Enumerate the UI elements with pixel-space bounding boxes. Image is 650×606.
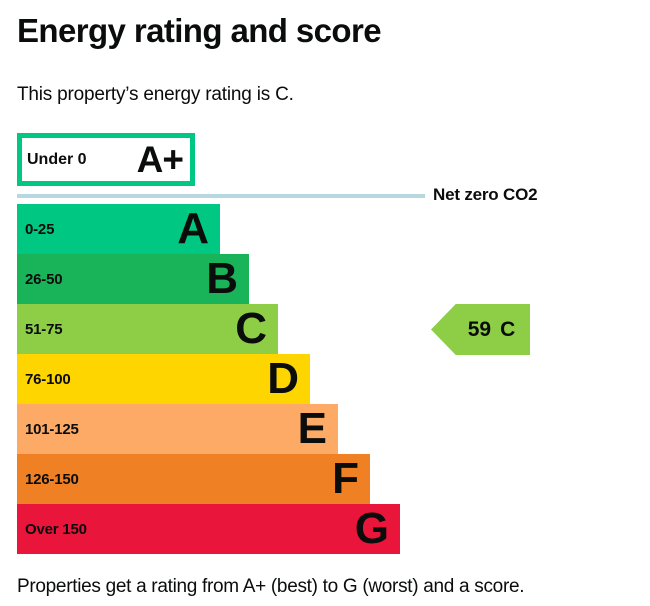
band-range-label: 76-100	[25, 370, 71, 388]
band-a-plus: Under 0 A+	[17, 133, 195, 186]
band-letter: B	[206, 254, 238, 303]
band-range-label: Under 0	[27, 150, 87, 168]
band-letter: A	[177, 204, 209, 253]
rating-explanation-text: Properties get a rating from A+ (best) t…	[17, 576, 525, 597]
band-letter: C	[235, 304, 267, 353]
page-title: Energy rating and score	[17, 12, 382, 49]
rating-summary-text: This property’s energy rating is C.	[17, 84, 294, 105]
band-range-label: 26-50	[25, 270, 63, 288]
band-range-label: 126-150	[25, 470, 79, 488]
band-range-label: Over 150	[25, 520, 87, 538]
score-rating-letter: C	[500, 317, 516, 341]
net-zero-line	[17, 194, 425, 198]
band-g: Over 150 G	[17, 504, 400, 554]
rating-bands: 0-25 A 26-50 B 51-75 C 76-100 D 101-125 …	[17, 204, 400, 554]
band-e: 101-125 E	[17, 404, 338, 454]
band-letter: D	[267, 354, 299, 403]
band-letter: F	[332, 454, 359, 503]
band-c: 51-75 C	[17, 304, 278, 354]
band-letter: E	[297, 404, 327, 453]
score-value: 59	[467, 317, 492, 341]
band-f: 126-150 F	[17, 454, 370, 504]
band-d: 76-100 D	[17, 354, 310, 404]
band-range-label: 51-75	[25, 320, 63, 338]
band-a: 0-25 A	[17, 204, 220, 254]
score-indicator-arrow: 59 C	[431, 304, 530, 355]
band-range-label: 0-25	[25, 220, 55, 238]
band-letter: A+	[136, 139, 184, 180]
band-b: 26-50 B	[17, 254, 249, 304]
net-zero-label: Net zero CO2	[433, 185, 538, 204]
band-range-label: 101-125	[25, 420, 79, 438]
band-letter: G	[354, 504, 389, 553]
